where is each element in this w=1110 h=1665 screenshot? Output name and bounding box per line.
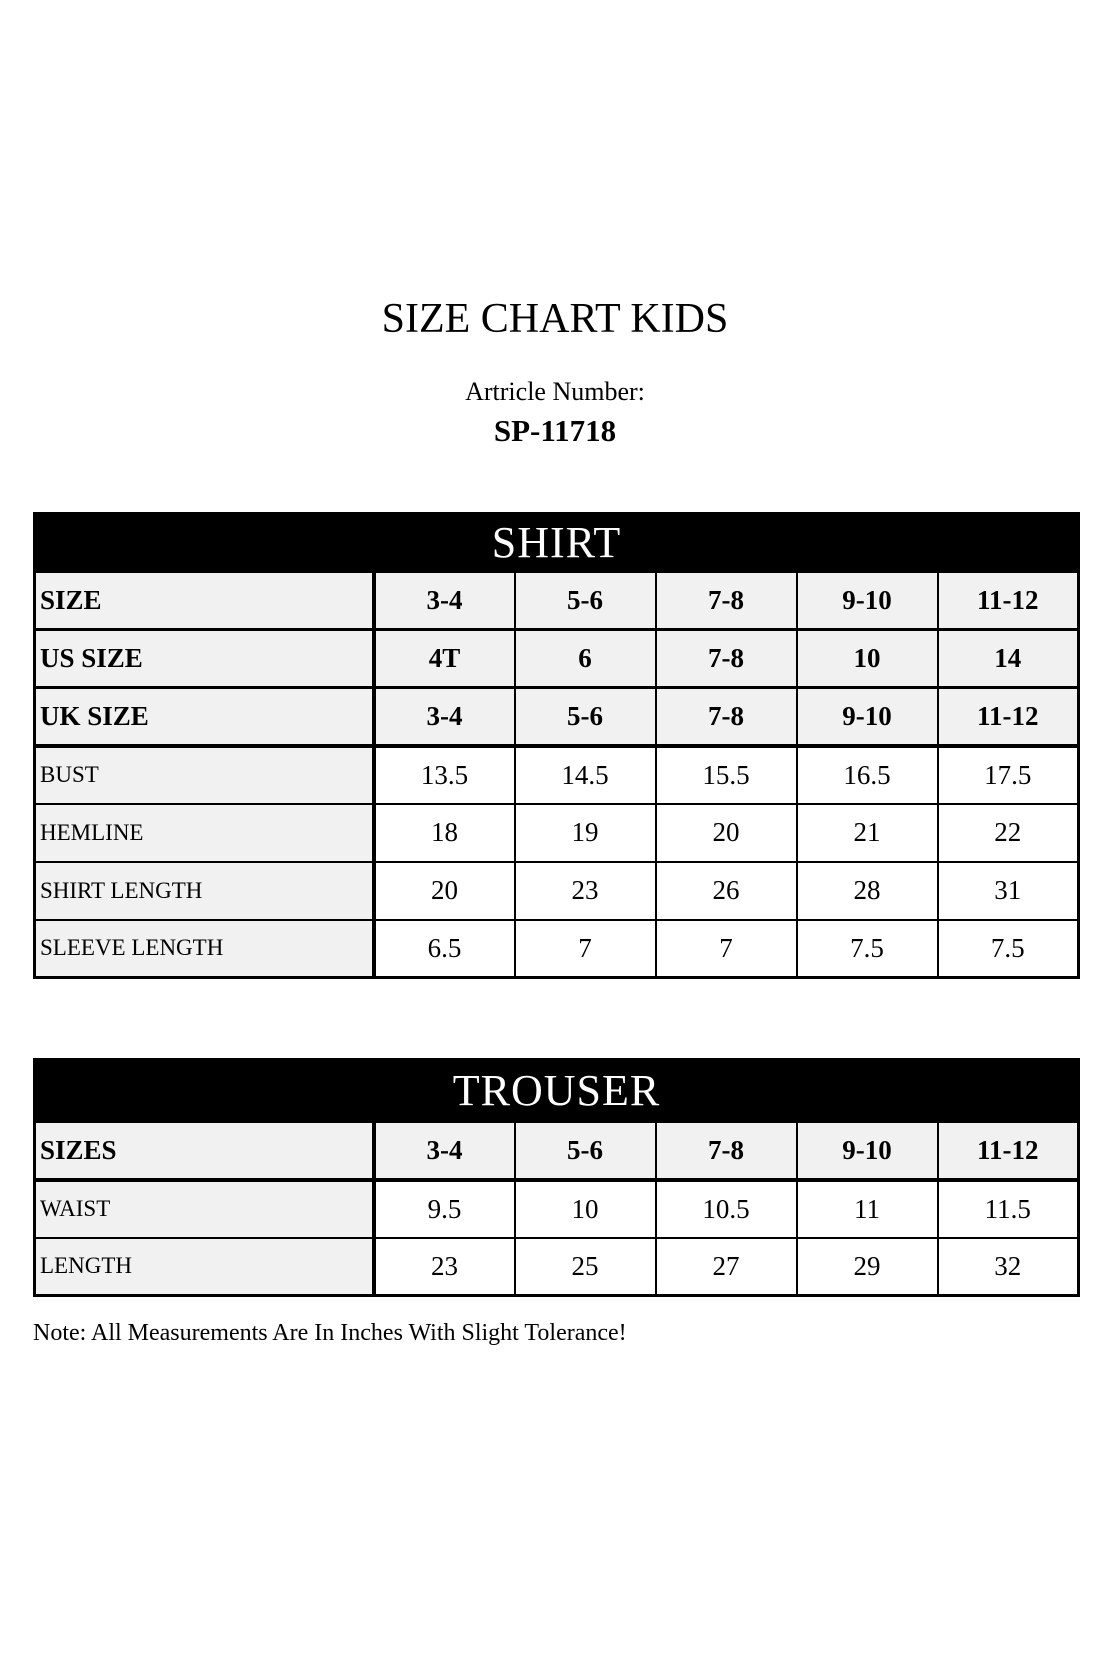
trouser-row-sizes: SIZES 3-4 5-6 7-8 9-10 11-12 xyxy=(33,1120,1080,1182)
row-label: SLEEVE LENGTH xyxy=(33,918,376,979)
row-label: WAIST xyxy=(33,1178,376,1239)
cell: 23 xyxy=(513,860,657,921)
shirt-table-banner: SHIRT xyxy=(32,512,1081,573)
row-label: US SIZE xyxy=(33,628,376,689)
cell: 11.5 xyxy=(936,1178,1080,1239)
cell: 20 xyxy=(654,802,798,863)
cell: 11-12 xyxy=(936,570,1080,631)
row-label: BUST xyxy=(33,744,376,805)
cell: 17.5 xyxy=(936,744,1080,805)
article-number-label: Artricle Number: xyxy=(465,377,645,406)
cell: 6 xyxy=(513,628,657,689)
row-label: SHIRT LENGTH xyxy=(33,860,376,921)
row-label: SIZES xyxy=(33,1120,376,1182)
cell: 13.5 xyxy=(372,744,516,805)
cell: 18 xyxy=(372,802,516,863)
cell: 9-10 xyxy=(795,570,939,631)
cell: 15.5 xyxy=(654,744,798,805)
trouser-table-banner: TROUSER xyxy=(32,1058,1081,1123)
cell: 14.5 xyxy=(513,744,657,805)
shirt-row-hemline: HEMLINE 18 19 20 21 22 xyxy=(33,802,1080,863)
cell: 32 xyxy=(936,1236,1080,1297)
cell: 11-12 xyxy=(936,1120,1080,1182)
shirt-row-uk-size: UK SIZE 3-4 5-6 7-8 9-10 11-12 xyxy=(33,686,1080,748)
cell: 3-4 xyxy=(372,686,516,748)
cell: 23 xyxy=(372,1236,516,1297)
cell: 7-8 xyxy=(654,628,798,689)
cell: 7 xyxy=(513,918,657,979)
cell: 7 xyxy=(654,918,798,979)
cell: 11-12 xyxy=(936,686,1080,748)
cell: 25 xyxy=(513,1236,657,1297)
cell: 31 xyxy=(936,860,1080,921)
article-number-value: SP-11718 xyxy=(493,413,617,448)
cell: 26 xyxy=(654,860,798,921)
row-label: LENGTH xyxy=(33,1236,376,1297)
cell: 7-8 xyxy=(654,1120,798,1182)
shirt-row-bust: BUST 13.5 14.5 15.5 16.5 17.5 xyxy=(33,744,1080,805)
cell: 7-8 xyxy=(654,570,798,631)
cell: 6.5 xyxy=(372,918,516,979)
cell: 5-6 xyxy=(513,686,657,748)
cell: 16.5 xyxy=(795,744,939,805)
cell: 11 xyxy=(795,1178,939,1239)
cell: 3-4 xyxy=(372,570,516,631)
cell: 3-4 xyxy=(372,1120,516,1182)
cell: 20 xyxy=(372,860,516,921)
shirt-row-us-size: US SIZE 4T 6 7-8 10 14 xyxy=(33,628,1080,689)
cell: 10 xyxy=(513,1178,657,1239)
row-label: SIZE xyxy=(33,570,376,631)
cell: 10 xyxy=(795,628,939,689)
cell: 7.5 xyxy=(936,918,1080,979)
cell: 29 xyxy=(795,1236,939,1297)
trouser-size-table: TROUSER SIZES 3-4 5-6 7-8 9-10 11-12 WAI… xyxy=(32,1058,1081,1297)
page-title: SIZE CHART KIDS xyxy=(381,296,729,342)
cell: 21 xyxy=(795,802,939,863)
cell: 9-10 xyxy=(795,686,939,748)
cell: 27 xyxy=(654,1236,798,1297)
cell: 5-6 xyxy=(513,570,657,631)
measurement-note: Note: All Measurements Are In Inches Wit… xyxy=(33,1320,627,1346)
shirt-row-shirt-length: SHIRT LENGTH 20 23 26 28 31 xyxy=(33,860,1080,921)
cell: 9-10 xyxy=(795,1120,939,1182)
cell: 19 xyxy=(513,802,657,863)
cell: 4T xyxy=(372,628,516,689)
trouser-table-title: TROUSER xyxy=(32,1058,1081,1123)
cell: 7.5 xyxy=(795,918,939,979)
cell: 7-8 xyxy=(654,686,798,748)
shirt-row-sleeve-length: SLEEVE LENGTH 6.5 7 7 7.5 7.5 xyxy=(33,918,1080,979)
shirt-size-table: SHIRT SIZE 3-4 5-6 7-8 9-10 11-12 US SIZ… xyxy=(32,512,1081,979)
row-label: UK SIZE xyxy=(33,686,376,748)
cell: 14 xyxy=(936,628,1080,689)
shirt-table-title: SHIRT xyxy=(32,512,1081,573)
cell: 9.5 xyxy=(372,1178,516,1239)
trouser-row-waist: WAIST 9.5 10 10.5 11 11.5 xyxy=(33,1178,1080,1239)
cell: 22 xyxy=(936,802,1080,863)
trouser-row-length: LENGTH 23 25 27 29 32 xyxy=(33,1236,1080,1297)
cell: 10.5 xyxy=(654,1178,798,1239)
shirt-row-size: SIZE 3-4 5-6 7-8 9-10 11-12 xyxy=(33,570,1080,631)
row-label: HEMLINE xyxy=(33,802,376,863)
cell: 5-6 xyxy=(513,1120,657,1182)
cell: 28 xyxy=(795,860,939,921)
